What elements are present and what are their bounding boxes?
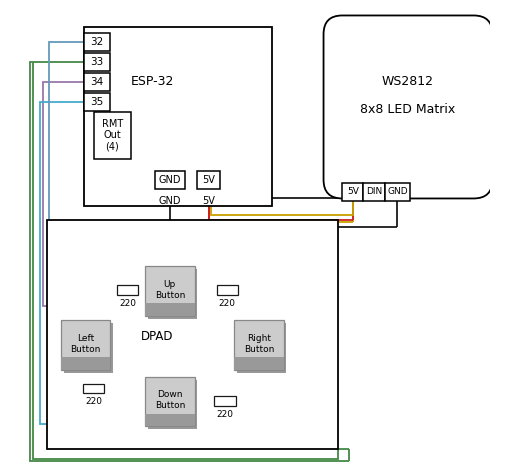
Text: 5V: 5V <box>347 187 359 196</box>
Bar <box>84 73 110 91</box>
Text: Up
Button: Up Button <box>155 280 185 300</box>
Bar <box>118 285 138 295</box>
Bar <box>145 303 195 316</box>
Bar <box>61 357 110 370</box>
Bar <box>84 53 110 71</box>
Text: GND: GND <box>158 196 181 206</box>
Bar <box>84 93 110 111</box>
Bar <box>235 357 284 370</box>
Bar <box>145 414 195 426</box>
Bar <box>237 323 287 372</box>
Bar <box>148 379 197 429</box>
Text: 5V: 5V <box>202 196 215 206</box>
Bar <box>235 320 284 370</box>
Text: 35: 35 <box>90 97 104 107</box>
FancyBboxPatch shape <box>323 16 493 198</box>
Bar <box>217 285 238 295</box>
Text: ESP-32: ESP-32 <box>131 75 174 88</box>
Bar <box>148 270 197 319</box>
Text: 8x8 LED Matrix: 8x8 LED Matrix <box>360 103 456 116</box>
Bar <box>342 183 363 201</box>
Bar <box>385 183 410 201</box>
Text: WS2812: WS2812 <box>382 75 434 88</box>
Text: Left
Button: Left Button <box>70 334 101 354</box>
Text: 220: 220 <box>120 299 136 308</box>
Bar <box>155 171 185 189</box>
Bar <box>47 219 338 449</box>
Text: DIN: DIN <box>366 187 382 196</box>
Bar <box>84 27 272 205</box>
Bar <box>94 112 131 159</box>
Text: GND: GND <box>158 175 181 185</box>
Text: Down
Button: Down Button <box>155 390 185 410</box>
Text: 5V: 5V <box>202 175 215 185</box>
Text: 32: 32 <box>90 37 104 47</box>
Text: 33: 33 <box>90 57 104 67</box>
Text: 220: 220 <box>217 410 234 419</box>
Bar <box>84 33 110 51</box>
Text: 220: 220 <box>219 299 236 308</box>
Bar <box>63 323 113 372</box>
Bar <box>83 384 104 393</box>
Bar <box>215 396 236 406</box>
Text: 220: 220 <box>85 397 102 406</box>
Bar <box>61 320 110 370</box>
Bar <box>363 183 385 201</box>
Text: 34: 34 <box>90 77 104 87</box>
Text: DPAD: DPAD <box>141 330 173 344</box>
Bar <box>197 171 220 189</box>
Text: GND: GND <box>387 187 408 196</box>
Bar <box>145 267 195 316</box>
Bar <box>145 377 195 426</box>
Text: RMT
Out
(4): RMT Out (4) <box>102 118 123 152</box>
Text: Right
Button: Right Button <box>244 334 274 354</box>
